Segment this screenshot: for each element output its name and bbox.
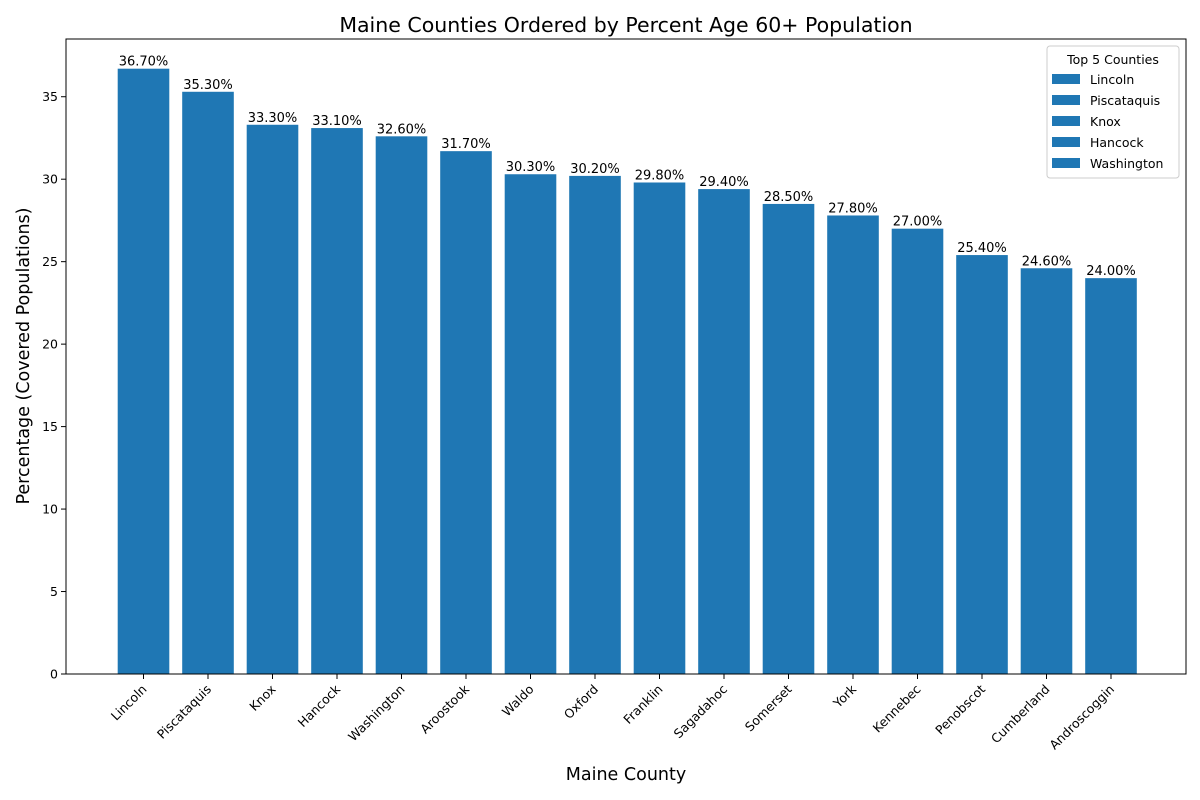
bar-aroostook bbox=[440, 151, 492, 675]
y-tick-label-10: 10 bbox=[42, 502, 58, 517]
data-label-androscoggin: 24.00% bbox=[1086, 264, 1136, 279]
legend-entry-lincoln: Lincoln bbox=[1090, 72, 1134, 87]
legend-entries: Lincoln Piscataquis Knox Hancock Washington bbox=[1052, 72, 1163, 171]
data-label-york: 27.80% bbox=[828, 201, 878, 216]
bar-cumberland bbox=[1020, 268, 1073, 674]
legend-swatch-washington bbox=[1052, 158, 1080, 168]
y-axis: 0 5 10 15 20 25 30 35 bbox=[42, 89, 66, 682]
chart-title: Maine Counties Ordered by Percent Age 60… bbox=[339, 13, 912, 37]
legend-title: Top 5 Counties bbox=[1066, 52, 1159, 67]
bar-kennebec bbox=[891, 228, 944, 674]
bar-androscoggin bbox=[1085, 278, 1137, 674]
bar-oxford bbox=[569, 175, 621, 674]
data-label-franklin: 29.80% bbox=[635, 168, 685, 183]
bar-washington bbox=[375, 136, 428, 674]
data-label-sagadahoc: 29.40% bbox=[699, 175, 749, 190]
legend-entry-piscataquis: Piscataquis bbox=[1090, 93, 1160, 108]
bar-sagadahoc bbox=[698, 189, 750, 674]
bar-waldo bbox=[504, 174, 557, 674]
y-tick-label-30: 30 bbox=[42, 172, 58, 187]
legend-entry-washington: Washington bbox=[1090, 156, 1163, 171]
legend-entry-knox: Knox bbox=[1090, 114, 1121, 129]
legend-swatch-hancock bbox=[1052, 137, 1080, 147]
legend: Top 5 Counties Lincoln Piscataquis Knox Han… bbox=[1046, 45, 1180, 179]
legend-swatch-lincoln bbox=[1052, 74, 1080, 84]
y-tick-label-0: 0 bbox=[50, 667, 58, 682]
data-label-oxford: 30.20% bbox=[570, 162, 620, 177]
data-label-penobscot: 25.40% bbox=[957, 241, 1007, 256]
bar-york bbox=[827, 215, 879, 674]
bar-hancock bbox=[311, 128, 363, 674]
plot-frame bbox=[65, 38, 1187, 675]
bars-layer bbox=[117, 68, 1137, 675]
legend-swatch-piscataquis bbox=[1052, 95, 1080, 105]
bar-knox bbox=[246, 124, 299, 674]
y-tick-label-20: 20 bbox=[42, 337, 58, 352]
legend-entry-hancock: Hancock bbox=[1090, 135, 1144, 150]
legend-swatch-knox bbox=[1052, 116, 1080, 126]
y-tick-label-15: 15 bbox=[42, 419, 58, 434]
data-label-cumberland: 24.60% bbox=[1022, 254, 1072, 269]
data-label-lincoln: 36.70% bbox=[119, 55, 169, 70]
data-label-piscataquis: 35.30% bbox=[183, 78, 233, 93]
data-label-aroostook: 31.70% bbox=[441, 137, 491, 152]
data-labels-layer: 36.70% 35.30% 33.30% 33.10% 32.60% 31.70% 30.3… bbox=[119, 55, 1136, 279]
x-axis-title: Maine County bbox=[566, 765, 686, 785]
bar-lincoln bbox=[117, 68, 170, 675]
y-tick-label-25: 25 bbox=[42, 254, 58, 269]
bar-penobscot bbox=[956, 255, 1008, 674]
data-label-waldo: 30.30% bbox=[506, 160, 556, 175]
data-label-somerset: 28.50% bbox=[764, 190, 814, 205]
y-axis-title: Percentage (Covered Populations) bbox=[14, 207, 34, 504]
data-label-washington: 32.60% bbox=[377, 122, 427, 137]
y-tick-label-35: 35 bbox=[42, 89, 58, 104]
data-label-knox: 33.30% bbox=[248, 111, 298, 126]
bar-piscataquis bbox=[182, 91, 234, 674]
data-label-hancock: 33.10% bbox=[312, 114, 362, 129]
bar-somerset bbox=[762, 203, 815, 674]
data-label-kennebec: 27.00% bbox=[893, 215, 943, 230]
y-tick-label-5: 5 bbox=[50, 584, 58, 599]
bar-franklin bbox=[633, 182, 686, 674]
